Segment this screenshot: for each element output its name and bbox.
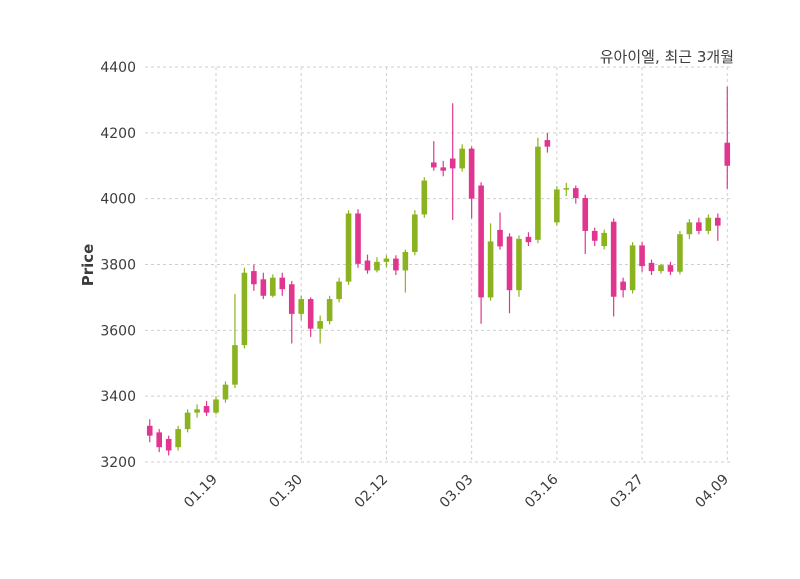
candle-body (525, 236, 532, 243)
candle-body (478, 185, 484, 298)
x-tick-label: 03.03 (437, 472, 477, 512)
candle-body (393, 258, 399, 271)
candle-body (724, 142, 731, 166)
candle-body (298, 299, 305, 314)
candle-body (582, 198, 589, 231)
candle-body (667, 265, 674, 272)
candle-body (156, 432, 163, 448)
candle-body (213, 399, 219, 413)
candle-body (686, 222, 693, 235)
candle-body (241, 272, 248, 346)
candle-body (383, 258, 390, 262)
candle-body (184, 412, 191, 430)
candle-body (307, 299, 314, 329)
candle-body (658, 265, 664, 272)
candle-body (572, 188, 579, 199)
candle-body (146, 425, 153, 436)
candle-body (620, 281, 626, 291)
candle-body (194, 409, 200, 413)
x-tick-label: 01.30 (266, 472, 306, 512)
candle-body (203, 406, 210, 413)
x-tick-label: 04.09 (692, 472, 732, 512)
y-tick-label: 4200 (100, 126, 136, 142)
candle-body (705, 217, 712, 231)
candle-body (421, 180, 428, 215)
x-tick-label: 01.19 (181, 472, 221, 512)
candle-body (364, 260, 371, 271)
candle-body (345, 213, 352, 282)
candle-body (535, 146, 541, 240)
candle-body (610, 221, 617, 297)
candle-body (430, 162, 437, 168)
candle-body (516, 238, 522, 291)
candle-body (402, 251, 409, 271)
candle-body (165, 438, 172, 451)
candle-body (563, 188, 570, 190)
candle-body (544, 140, 551, 147)
candle-body (497, 229, 503, 247)
candle-body (591, 230, 598, 241)
candle-body (601, 232, 607, 247)
candle-body (677, 234, 683, 272)
y-tick-label: 3400 (100, 389, 136, 405)
candle-body (326, 299, 333, 322)
candle-body (260, 279, 267, 296)
candle-body (468, 148, 475, 199)
y-tick-label: 3600 (100, 323, 136, 339)
x-tick-label: 02.12 (352, 472, 392, 512)
candle-body (336, 281, 342, 300)
candle-body (459, 148, 465, 169)
candle-body (251, 271, 257, 285)
y-tick-label: 4400 (100, 60, 136, 76)
candle-body (639, 245, 645, 267)
candle-body (374, 261, 380, 271)
candle-body (648, 262, 655, 272)
candle-body (317, 321, 323, 329)
candle-body (696, 222, 702, 231)
candle-body (222, 384, 229, 400)
x-tick-label: 03.27 (607, 472, 647, 512)
candle-body (175, 429, 181, 448)
candle-body (714, 217, 721, 226)
candle-body (270, 277, 276, 296)
y-axis-label: Price (79, 243, 97, 287)
candle-body (355, 213, 361, 264)
x-tick-label: 03.16 (522, 471, 562, 511)
candle-body (629, 245, 636, 291)
candle-body (449, 158, 456, 169)
chart-title: 유아이엘, 최근 3개월 (599, 48, 734, 66)
candle-body (554, 189, 560, 223)
candle-body (506, 236, 513, 291)
candle-body (279, 277, 286, 290)
y-tick-label: 3800 (100, 258, 136, 274)
candle-body (412, 214, 418, 252)
candle-body (487, 241, 494, 298)
y-tick-label: 3200 (100, 455, 136, 471)
candle-body (232, 345, 238, 385)
y-tick-label: 4000 (100, 192, 136, 208)
candle-body (440, 167, 447, 171)
candle-body (288, 284, 295, 314)
